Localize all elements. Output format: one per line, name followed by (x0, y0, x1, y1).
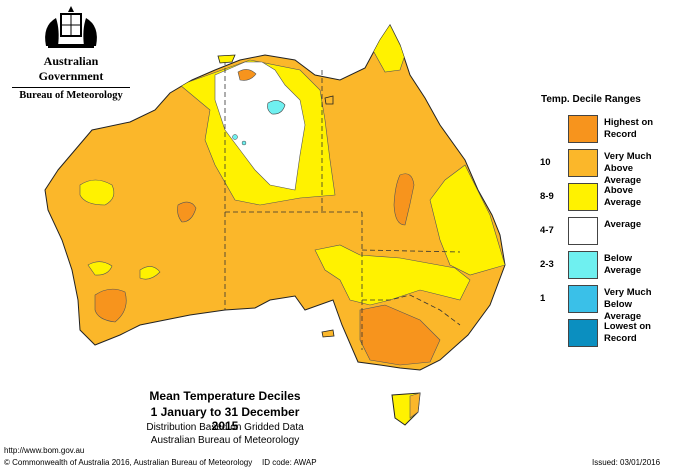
tasmania-east (409, 392, 421, 419)
legend-swatch (568, 251, 598, 279)
legend-title: Temp. Decile Ranges (541, 94, 641, 105)
caption-line-2: Australian Bureau of Meteorology (150, 435, 300, 446)
below-average-dot-1 (232, 134, 238, 140)
kangaroo-island (321, 329, 335, 338)
legend-label: Above Average (604, 185, 642, 208)
legend-item: Average (568, 217, 668, 245)
legend-label: Average (604, 219, 642, 230)
legend-item: Lowest on Record (568, 319, 668, 347)
highest-record-qld (393, 173, 415, 226)
groote-eylandt (324, 95, 334, 105)
state-borders (224, 60, 461, 350)
map-period: 1 January to 31 December 2015 (150, 405, 300, 433)
footer-url[interactable]: http://www.bom.gov.au (4, 446, 85, 455)
legend-item: Highest on Record (568, 115, 668, 143)
above-average-west-blob (79, 179, 115, 206)
legend-item: Very Much Below Average (568, 285, 668, 322)
melville-island (217, 54, 236, 64)
average-region (214, 61, 306, 191)
above-average-sw-blob (87, 261, 113, 276)
highest-record-se (359, 304, 441, 366)
highest-record-wa-south (94, 288, 127, 323)
legend-swatch (568, 217, 598, 245)
legend-range: 4-7 (540, 225, 554, 236)
legend-range: 2-3 (540, 259, 554, 270)
map-title: Mean Temperature Deciles (149, 389, 301, 403)
legend-label: Highest on Record (604, 117, 654, 140)
legend-label: Very Much Above Average (604, 151, 652, 186)
legend-range: 10 (540, 157, 551, 168)
caption-line-1: Distribution Based on Gridded Data (146, 422, 304, 433)
footer-copyright: © Commonwealth of Australia 2016, Austra… (4, 458, 253, 467)
legend-range: 1 (540, 293, 546, 304)
footer-issued: Issued: 03/01/2016 (592, 458, 661, 467)
above-average-east (429, 164, 505, 276)
legend-swatch (568, 319, 598, 347)
legend-range: 8-9 (540, 191, 554, 202)
legend-swatch (568, 115, 598, 143)
coat-of-arms-icon (45, 6, 97, 48)
legend-swatch (568, 149, 598, 177)
bom-logo: Australian Government Bureau of Meteorol… (12, 6, 130, 101)
legend-swatch (568, 183, 598, 211)
legend-item: Below Average (568, 251, 668, 279)
below-average-patch (267, 100, 286, 115)
legend-item: Above Average (568, 183, 668, 211)
bureau-label: Bureau of Meteorology (12, 87, 130, 101)
above-average-central (314, 244, 471, 306)
legend-label: Very Much Below Average (604, 287, 652, 322)
legend-label: Lowest on Record (604, 321, 651, 344)
legend-label: Below Average (604, 253, 642, 276)
highest-record-nt-coast (237, 69, 257, 81)
highest-record-wa-east (177, 201, 197, 223)
footer-id-code: ID code: AWAP (262, 458, 317, 467)
legend-item: Very Much Above Average (568, 149, 668, 186)
government-label: Australian Government (38, 54, 104, 83)
legend-swatch (568, 285, 598, 313)
above-average-south-blob (139, 266, 161, 280)
below-average-dot-2 (241, 140, 247, 146)
